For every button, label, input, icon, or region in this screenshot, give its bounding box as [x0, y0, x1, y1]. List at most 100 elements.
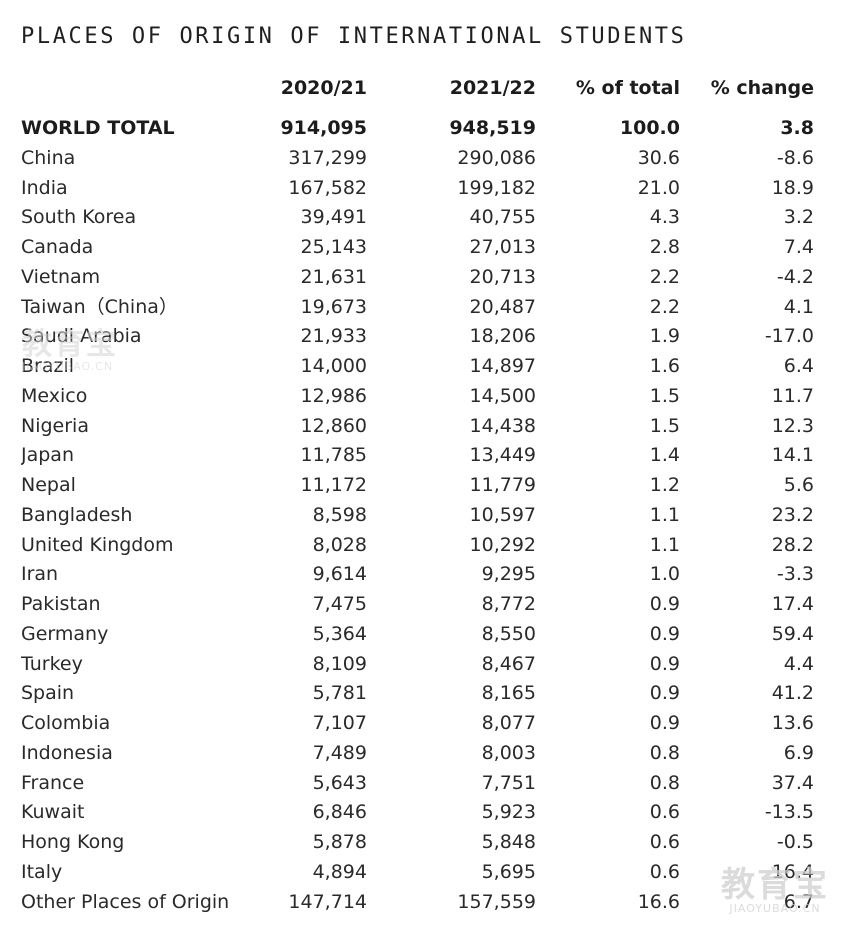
cell-pct-total: 30.6 — [637, 146, 680, 169]
cell-2020-21: 5,781 — [312, 682, 367, 705]
spacer-row — [21, 106, 814, 114]
cell-place: Italy — [21, 860, 63, 883]
total-2021-22: 948,519 — [449, 117, 536, 139]
cell-2021-22: 11,779 — [469, 474, 536, 496]
cell-2021-22: 290,086 — [457, 146, 536, 169]
cell-2021-22: 5,923 — [481, 801, 536, 824]
cell-pct-change: 14.1 — [771, 444, 814, 467]
cell-2021-22: 14,897 — [469, 355, 536, 377]
cell-pct-total: 0.9 — [649, 622, 680, 645]
cell-2020-21: 11,172 — [300, 474, 367, 496]
cell-2021-22: 13,449 — [469, 444, 536, 467]
col-header-2021-22: 2021/22 — [449, 77, 536, 99]
cell-place: Vietnam — [21, 265, 101, 288]
cell-2021-22: 8,077 — [481, 712, 536, 734]
cell-2020-21: 5,878 — [312, 831, 367, 853]
cell-pct-change: 6.9 — [783, 741, 814, 764]
cell-2021-22: 27,013 — [469, 236, 536, 258]
cell-place: Spain — [21, 682, 75, 705]
cell-place: Kuwait — [21, 801, 85, 824]
cell-place: Hong Kong — [21, 831, 125, 853]
table-row: United Kingdom 8,028 10,292 1.1 28.2 — [21, 531, 814, 561]
cell-2020-21: 7,489 — [312, 741, 367, 764]
cell-pct-total: 2.8 — [649, 236, 680, 258]
cell-place: Mexico — [21, 384, 88, 407]
table-row: Vietnam 21,631 20,713 2.2 -4.2 — [21, 263, 814, 293]
cell-2021-22: 10,597 — [469, 503, 536, 526]
cell-place: Iran — [21, 563, 59, 586]
cell-2020-21: 9,614 — [312, 563, 367, 586]
col-header-pct-total: % of total — [575, 77, 680, 99]
cell-pct-total: 0.6 — [649, 860, 680, 883]
cell-pct-total: 1.0 — [649, 563, 680, 586]
table-row: China 317,299 290,086 30.6 -8.6 — [21, 144, 814, 174]
cell-pct-total: 4.3 — [649, 206, 680, 229]
cell-2020-21: 147,714 — [288, 890, 367, 913]
table-row: Saudi Arabia 21,933 18,206 1.9 -17.0 — [21, 322, 814, 352]
table-row: Nigeria 12,860 14,438 1.5 12.3 — [21, 412, 814, 442]
cell-place: France — [21, 771, 85, 794]
table-row: Canada 25,143 27,013 2.8 7.4 — [21, 233, 814, 263]
cell-pct-change: 28.2 — [771, 533, 814, 556]
table-row: Hong Kong 5,878 5,848 0.6 -0.5 — [21, 828, 814, 858]
cell-pct-change: -3.3 — [776, 563, 814, 586]
watermark-cn: 教育宝 — [721, 865, 829, 905]
total-row: WORLD TOTAL 914,095 948,519 100.0 3.8 — [21, 114, 814, 144]
cell-2021-22: 5,695 — [481, 860, 536, 883]
cell-2021-22: 8,165 — [481, 682, 536, 705]
cell-2021-22: 20,487 — [469, 295, 536, 318]
cell-pct-total: 1.4 — [649, 444, 680, 467]
cell-pct-total: 1.6 — [649, 355, 680, 377]
table-title: PLACES OF ORIGIN OF INTERNATIONAL STUDEN… — [21, 24, 687, 49]
cell-place: China — [21, 146, 76, 169]
header-row: 2020/21 2021/22 % of total % change — [21, 70, 814, 106]
cell-2020-21: 8,598 — [312, 503, 367, 526]
cell-pct-change: 18.9 — [771, 176, 814, 199]
cell-pct-change: 4.4 — [783, 652, 814, 675]
cell-2020-21: 167,582 — [288, 176, 367, 199]
total-place: WORLD TOTAL — [21, 117, 175, 139]
cell-place: Canada — [21, 236, 94, 258]
cell-pct-total: 16.6 — [637, 890, 680, 913]
cell-2020-21: 39,491 — [300, 206, 367, 229]
cell-pct-total: 2.2 — [649, 295, 680, 318]
cell-pct-change: 7.4 — [783, 236, 814, 258]
cell-pct-change: 16.4 — [771, 860, 814, 883]
cell-pct-change: 11.7 — [771, 384, 814, 407]
watermark-logo: 教育宝 JIAOYUBAO.CN — [721, 868, 829, 915]
cell-pct-total: 0.6 — [649, 831, 680, 853]
cell-2020-21: 8,028 — [312, 533, 367, 556]
cell-2021-22: 7,751 — [481, 771, 536, 794]
cell-2021-22: 18,206 — [469, 325, 536, 348]
cell-pct-change: -0.5 — [776, 831, 814, 853]
cell-2021-22: 14,438 — [469, 414, 536, 437]
cell-2020-21: 12,986 — [300, 384, 367, 407]
cell-pct-change: -13.5 — [764, 801, 814, 824]
table-row: Mexico 12,986 14,500 1.5 11.7 — [21, 382, 814, 412]
cell-2021-22: 8,550 — [481, 622, 536, 645]
table-row: Kuwait 6,846 5,923 0.6 -13.5 — [21, 798, 814, 828]
cell-pct-change: 37.4 — [771, 771, 814, 794]
cell-pct-total: 1.5 — [649, 384, 680, 407]
table-row: Other Places of Origin 147,714 157,559 16.6… — [21, 888, 814, 918]
table-row: Taiwan（China） 19,673 20,487 2.2 4.1 — [21, 293, 814, 323]
cell-2020-21: 11,785 — [300, 444, 367, 467]
cell-pct-total: 0.6 — [649, 801, 680, 824]
cell-place: India — [21, 176, 68, 199]
cell-2020-21: 8,109 — [312, 652, 367, 675]
cell-pct-total: 2.2 — [649, 265, 680, 288]
cell-pct-total: 0.8 — [649, 771, 680, 794]
col-header-2020-21: 2020/21 — [280, 77, 367, 99]
total-2020-21: 914,095 — [280, 117, 367, 139]
table-row: Turkey 8,109 8,467 0.9 4.4 — [21, 650, 814, 680]
cell-pct-total: 0.8 — [649, 741, 680, 764]
table-row: South Korea 39,491 40,755 4.3 3.2 — [21, 203, 814, 233]
total-pct-total: 100.0 — [619, 117, 680, 139]
cell-2020-21: 4,894 — [312, 860, 367, 883]
cell-pct-change: 17.4 — [771, 593, 814, 615]
cell-pct-change: -4.2 — [776, 265, 814, 288]
cell-2021-22: 14,500 — [469, 384, 536, 407]
cell-pct-change: 13.6 — [771, 712, 814, 734]
cell-place: South Korea — [21, 206, 137, 229]
cell-2020-21: 21,631 — [300, 265, 367, 288]
